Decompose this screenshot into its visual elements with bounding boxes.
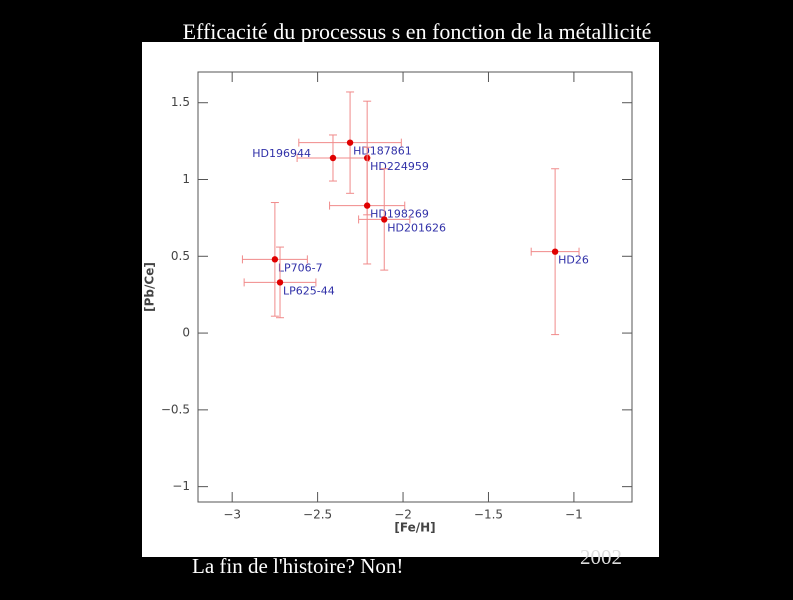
y-tick-label: 1 bbox=[182, 172, 190, 186]
point-label: HD26 bbox=[558, 254, 589, 267]
x-tick-label: −2.5 bbox=[303, 508, 332, 522]
x-tick-label: −3 bbox=[223, 508, 241, 522]
x-tick-label: −2 bbox=[394, 508, 412, 522]
point bbox=[551, 248, 559, 255]
chart-title: Efficacité du processus s en fonction de… bbox=[183, 19, 652, 44]
point bbox=[271, 256, 279, 263]
y-tick-label: −0.5 bbox=[161, 402, 190, 416]
y-tick-label: −1 bbox=[172, 479, 190, 493]
chart-panel bbox=[142, 42, 659, 557]
y-tick-label: 1.5 bbox=[171, 95, 190, 109]
point-label: HD198269 bbox=[370, 208, 429, 221]
footer-text: La fin de l'histoire? Non! bbox=[192, 554, 403, 578]
point bbox=[381, 216, 388, 223]
year-text: 2002 bbox=[580, 545, 622, 569]
point bbox=[329, 154, 337, 162]
plot-frame bbox=[197, 71, 633, 503]
point-label: HD187861 bbox=[353, 145, 412, 158]
y-tick-label: 0.5 bbox=[171, 249, 190, 263]
y-tick-label: 0 bbox=[182, 326, 190, 340]
x-tick-label: −1.5 bbox=[474, 508, 503, 522]
y-axis-label: [Pb/Ce] bbox=[143, 262, 157, 312]
point-label: LP706-7 bbox=[278, 261, 323, 274]
x-axis-label: [Fe/H] bbox=[394, 521, 435, 535]
point-label: LP625-44 bbox=[283, 284, 335, 297]
point-label: HD196944 bbox=[252, 147, 311, 160]
point-label: HD224959 bbox=[370, 160, 429, 173]
point-label: HD201626 bbox=[387, 221, 446, 234]
point bbox=[346, 139, 354, 146]
x-tick-label: −1 bbox=[565, 508, 583, 522]
point bbox=[276, 279, 284, 286]
point bbox=[363, 202, 371, 209]
